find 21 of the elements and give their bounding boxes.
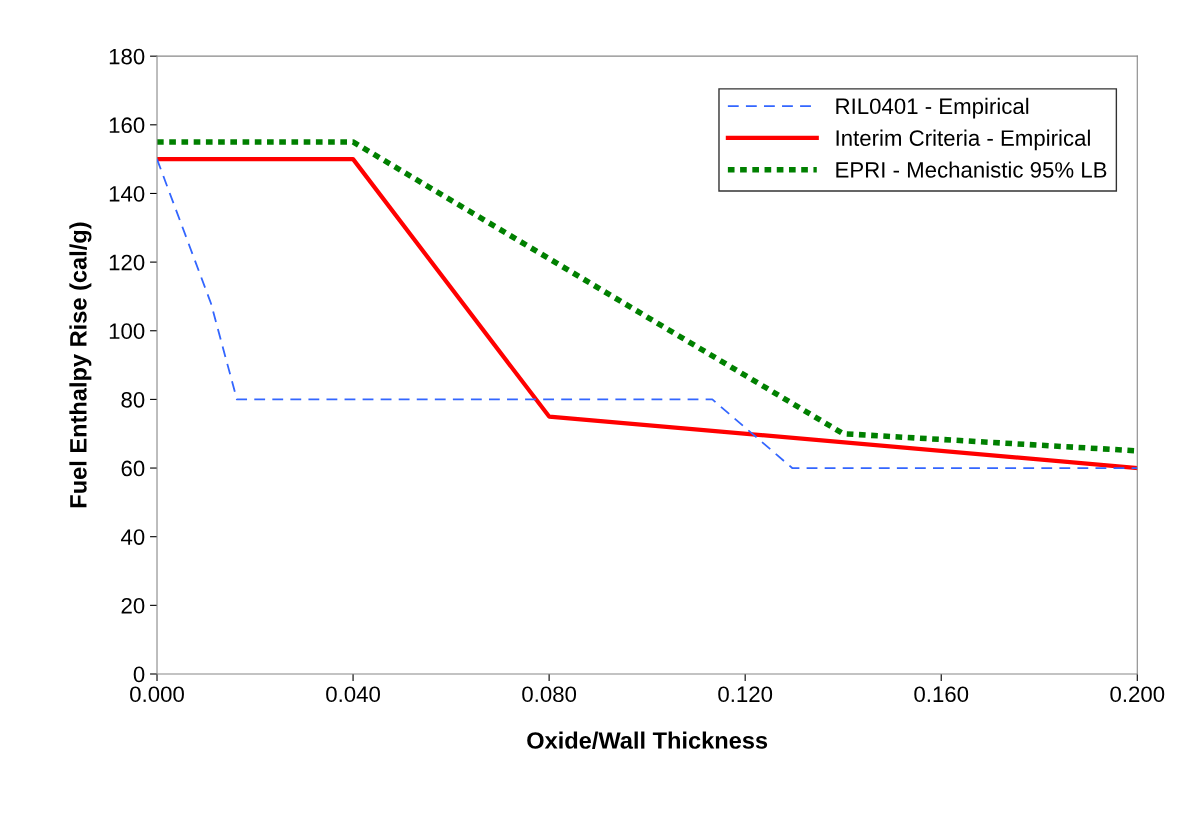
legend-label: Interim Criteria - Empirical [836,129,1090,151]
y-tick-label: 180 [109,48,145,65]
y-tick-label: 60 [121,460,145,477]
x-tick-label: 0.000 [130,686,184,703]
x-tick-label: 0.080 [522,686,577,703]
y-axis-title: Fuel Enthalpy Rise (cal/g) [69,222,92,508]
y-tick-label: 160 [109,117,145,134]
y-tick-label: 0 [133,666,145,683]
x-tick-label: 0.200 [1110,686,1165,703]
x-tick-label: 0.040 [326,686,380,703]
legend-label: EPRI - Mechanistic 95% LB [836,161,1107,178]
x-tick-label: 0.160 [914,686,969,703]
y-tick-label: 140 [109,186,145,202]
y-tick-label: 40 [121,529,145,545]
legend-label: RIL0401 - Empirical [836,97,1029,119]
x-tick-label: 0.120 [718,686,773,703]
x-axis-title: Oxide/Wall Thickness [527,731,768,750]
y-tick-label: 100 [109,323,145,340]
y-tick-label: 80 [121,391,145,408]
y-tick-label: 20 [121,597,145,614]
y-tick-label: 120 [109,254,145,271]
